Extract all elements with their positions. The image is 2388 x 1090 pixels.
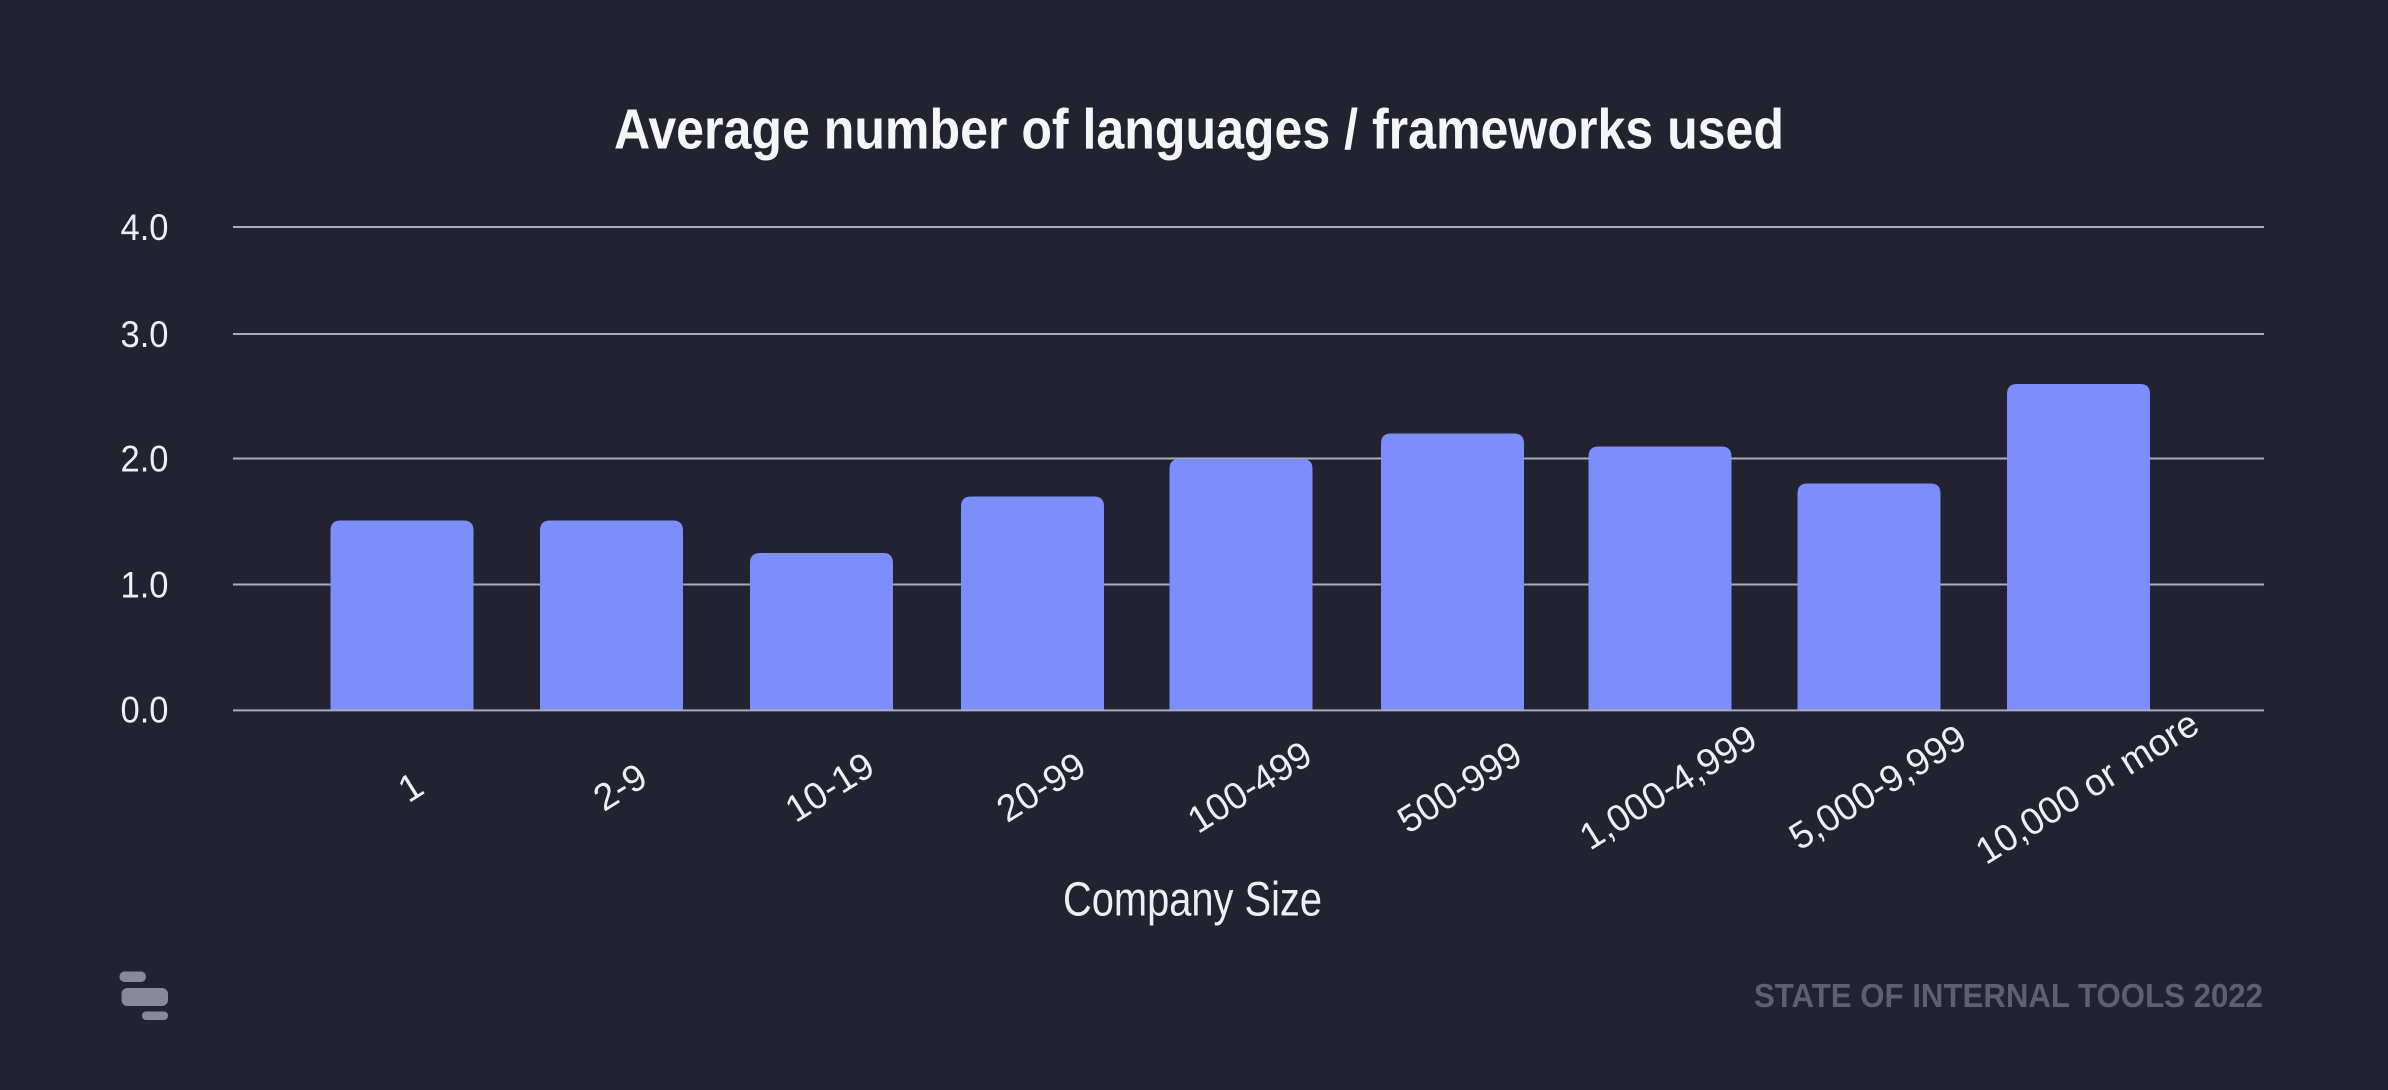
svg-text:0.0: 0.0 [121,690,169,731]
svg-text:4.0: 4.0 [121,207,169,248]
svg-text:Company Size: Company Size [1063,874,1322,927]
svg-text:1.0: 1.0 [121,565,169,606]
svg-text:Average number of languages /: Average number of languages / frameworks… [614,98,1784,162]
svg-text:3.0: 3.0 [121,314,169,355]
svg-text:STATE OF INTERNAL TOOLS 2022: STATE OF INTERNAL TOOLS 2022 [1754,977,2263,1014]
svg-text:2.0: 2.0 [121,439,169,480]
